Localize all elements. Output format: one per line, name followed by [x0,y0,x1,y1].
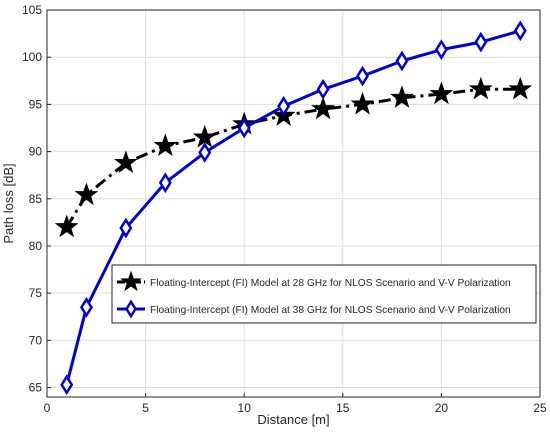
legend-label: Floating-Intercept (FI) Model at 38 GHz … [150,305,511,316]
diamond-icon [356,65,369,87]
legend-item: Floating-Intercept (FI) Model at 38 GHz … [117,299,511,319]
diamond-icon [198,142,212,163]
star-icon [120,270,142,292]
y-tick-label: 70 [29,333,43,347]
y-axis-label: Path loss [dB] [1,163,16,243]
diamond-icon [277,95,291,117]
tick-layer: 0 5 10 15 20 25 65 70 75 80 85 90 95 100 105 [22,3,547,415]
legend-item: Floating-Intercept (FI) Model at 28 GHz … [117,270,511,292]
star-icon [74,182,99,206]
legend: Floating-Intercept (FI) Model at 28 GHz … [111,264,537,324]
star-icon [350,91,375,115]
y-tick-label: 90 [29,145,43,159]
diamond-icon [395,50,409,72]
legend-box [111,264,537,324]
grid-layer [47,9,540,397]
star-icon [192,124,217,148]
diamond-icon [474,31,488,53]
star-icon [508,76,533,100]
series-2 [60,20,527,396]
x-axis-label: Distance [m] [257,412,329,427]
star-icon [54,214,79,238]
star-icon [468,76,493,100]
x-tick-label: 10 [238,401,252,415]
diamond-icon [513,20,527,42]
y-tick-label: 95 [29,97,43,111]
diamond-icon [158,172,172,194]
plot-frame [46,9,541,398]
x-tick-label: 5 [142,401,149,415]
star-icon [311,96,335,120]
y-tick-label: 75 [29,286,43,300]
series-line [65,29,521,386]
y-tick-label: 105 [22,3,42,17]
y-tick-label: 65 [29,381,43,395]
diamond-icon [316,78,330,100]
x-tick-label: 20 [435,401,449,415]
y-tick-label: 85 [29,192,43,206]
diamond-icon [125,299,137,319]
y-tick-label: 80 [29,239,43,253]
series-line [65,87,521,228]
x-tick-label: 15 [336,401,350,415]
legend-label: Floating-Intercept (FI) Model at 28 GHz … [150,278,511,289]
star-icon [429,81,454,105]
diamond-icon [60,374,74,396]
diamond-icon [119,217,133,239]
x-tick-label: 25 [533,401,547,415]
diamond-icon [237,117,251,139]
star-icon [113,150,138,174]
x-tick-label: 0 [44,401,51,415]
star-icon [390,85,414,108]
star-icon [153,133,178,157]
diamond-icon [79,296,93,318]
diamond-icon [434,39,448,61]
y-tick-label: 100 [22,50,42,64]
series-layer [54,20,533,396]
